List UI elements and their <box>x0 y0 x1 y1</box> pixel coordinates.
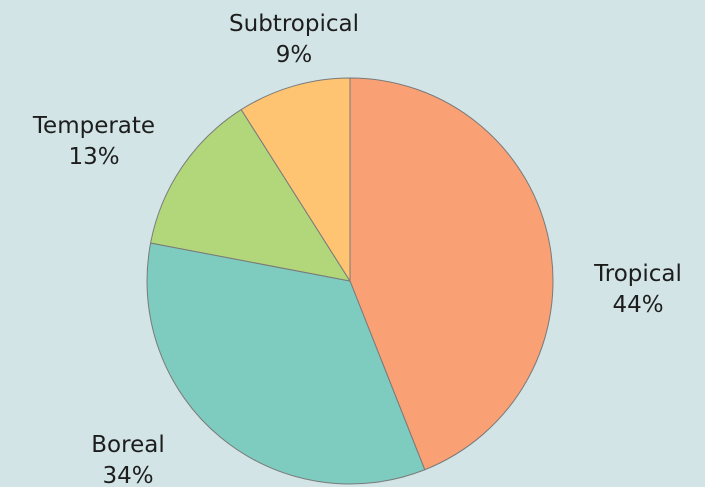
pie-slice-boreal <box>146 242 426 485</box>
pie-slice-subtropical <box>240 77 351 282</box>
label-temperate-name: Temperate <box>32 113 155 139</box>
label-tropical-name: Tropical <box>593 261 682 287</box>
label-boreal: Boreal 34% <box>91 432 164 487</box>
label-tropical: Tropical 44% <box>593 261 682 318</box>
pie-slice-tropical <box>349 77 554 471</box>
label-temperate-value: 13% <box>68 144 119 170</box>
label-subtropical-name: Subtropical <box>229 11 359 37</box>
label-subtropical-value: 9% <box>276 42 313 68</box>
label-boreal-value: 34% <box>102 463 153 487</box>
pie-slices <box>146 77 554 485</box>
pie-slice-temperate <box>150 109 351 282</box>
label-tropical-value: 44% <box>612 292 663 318</box>
label-temperate: Temperate 13% <box>32 113 155 170</box>
label-boreal-name: Boreal <box>91 432 164 458</box>
label-subtropical: Subtropical 9% <box>229 11 359 68</box>
